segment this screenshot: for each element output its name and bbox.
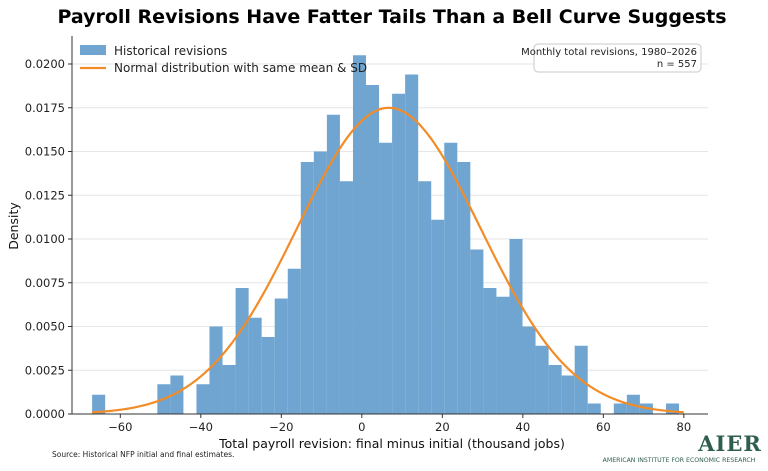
histogram-bar (326, 114, 340, 414)
histogram-bar (339, 181, 353, 414)
histogram-bar (405, 74, 419, 414)
x-tick-label: 60 (596, 420, 611, 434)
annotation-box: Monthly total revisions, 1980–2026 n = 5… (521, 43, 702, 73)
histogram-bar (352, 55, 367, 414)
aier-logo: AIER AMERICAN INSTITUTE FOR ECONOMIC RES… (603, 431, 762, 464)
chart-title: Payroll Revisions Have Fatter Tails Than… (57, 6, 726, 28)
histogram-bar (431, 219, 445, 414)
histogram-bar (248, 317, 262, 414)
y-tick-label: 0.0125 (25, 188, 65, 202)
source-note: Source: Historical NFP initial and final… (52, 450, 234, 459)
histogram-bar (509, 239, 523, 414)
histogram-bar (392, 93, 406, 414)
legend-label-normal-curve: Normal distribution with same mean & SD (114, 61, 367, 75)
histogram-bar (196, 384, 210, 414)
y-axis-label: Density (6, 202, 21, 250)
normal-curve (92, 106, 684, 414)
histogram-bar (457, 162, 471, 414)
histogram-bar (366, 85, 380, 414)
x-tick-label: 80 (677, 420, 692, 434)
histogram-bar (418, 181, 432, 414)
y-tick-label: 0.0075 (25, 276, 65, 290)
x-axis-label: Total payroll revision: final minus init… (218, 436, 565, 451)
legend-swatch-histogram (80, 45, 106, 55)
histogram-bar (379, 142, 393, 414)
annotation-frame (533, 43, 702, 73)
annotation-count: n = 557 (657, 59, 697, 70)
histogram-bar (613, 403, 627, 414)
x-tick-label: −40 (189, 420, 213, 434)
y-tick-label: 0.0150 (25, 145, 65, 159)
histogram-bar (496, 296, 510, 414)
x-tick-label: 0 (358, 420, 365, 434)
histogram-bar (522, 326, 536, 414)
histogram-bar (548, 365, 562, 414)
histogram-bar (209, 326, 223, 414)
histogram-bar (170, 375, 184, 414)
x-tick-label: −60 (108, 420, 132, 434)
y-tick-label: 0.0025 (25, 363, 65, 377)
x-axis-ticks: −60 −40 −20 0 20 40 60 80 (108, 414, 691, 434)
histogram-bar (261, 337, 275, 414)
histogram-bar (483, 288, 497, 414)
logo-wordmark: AIER (697, 431, 762, 456)
histogram-bar (444, 142, 458, 414)
histogram-bar (222, 365, 236, 414)
y-tick-label: 0.0200 (25, 57, 65, 71)
axes (71, 36, 708, 415)
histogram-bar (665, 403, 680, 414)
y-tick-label: 0.0175 (25, 101, 65, 115)
x-tick-label: 40 (516, 420, 531, 434)
y-tick-label: 0.0050 (25, 320, 65, 334)
legend: Historical revisions Normal distribution… (80, 44, 367, 75)
histogram-bar (313, 151, 327, 414)
histogram-bar (561, 375, 575, 414)
y-tick-label: 0.0000 (25, 407, 65, 421)
histogram-bar (235, 288, 249, 414)
histogram-bars (92, 55, 680, 414)
histogram-bar (287, 268, 301, 414)
annotation-period: Monthly total revisions, 1980–2026 (521, 47, 697, 58)
legend-label-histogram: Historical revisions (114, 44, 227, 58)
histogram-bar (587, 403, 601, 414)
y-tick-label: 0.0100 (25, 232, 65, 246)
histogram-bar (300, 162, 314, 414)
histogram-bar (274, 298, 288, 414)
histogram-bar (535, 345, 549, 414)
x-tick-label: 20 (435, 420, 450, 434)
x-tick-label: −20 (269, 420, 293, 434)
y-axis-ticks: 0.0000 0.0025 0.0050 0.0075 0.0100 0.0125 0.01… (25, 57, 72, 421)
histogram-bar (92, 394, 106, 414)
histogram-bar (470, 249, 484, 414)
logo-tagline: AMERICAN INSTITUTE FOR ECONOMIC RESEARCH (603, 457, 756, 464)
